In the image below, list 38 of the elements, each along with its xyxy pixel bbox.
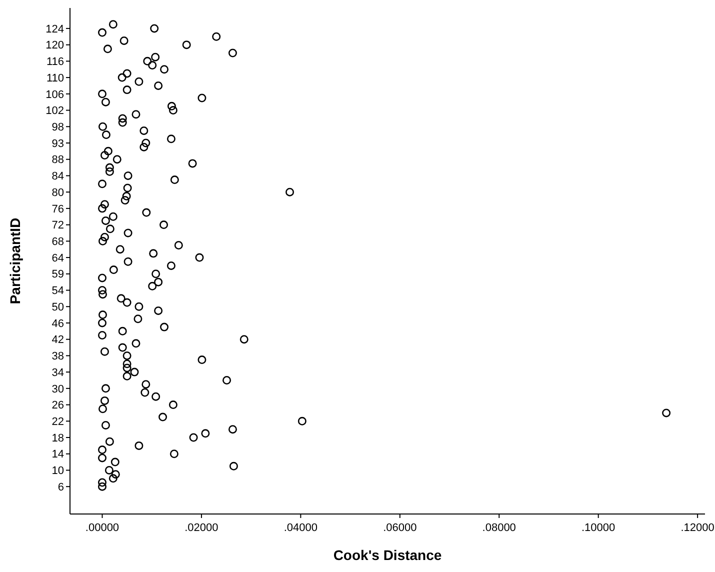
y-tick-label: 30: [52, 383, 64, 396]
y-tick-label: 54: [52, 285, 64, 298]
y-tick-label: 93: [52, 138, 64, 150]
x-tick-label: .08000: [482, 522, 516, 534]
y-tick-label: 26: [52, 400, 64, 412]
y-tick-label: 46: [52, 318, 64, 330]
y-tick-label: 34: [52, 366, 64, 379]
y-tick-label: 116: [46, 56, 64, 68]
y-tick-label: 84: [52, 170, 64, 183]
x-axis-title: Cook's Distance: [333, 547, 442, 563]
y-tick-label: 72: [52, 220, 64, 232]
y-tick-label: 76: [52, 203, 64, 216]
y-tick-label: 102: [46, 105, 64, 118]
x-tick-label: .04000: [284, 522, 318, 534]
x-tick-label: .06000: [383, 522, 417, 534]
y-tick-label: 64: [52, 252, 64, 264]
x-tick-label: .00000: [85, 522, 120, 534]
y-tick-label: 88: [52, 154, 64, 166]
y-tick-label: 124: [46, 23, 64, 36]
y-tick-label: 110: [46, 72, 64, 84]
y-tick-label: 18: [52, 432, 64, 444]
y-tick-label: 42: [52, 334, 64, 346]
x-tick-label: .10000: [582, 522, 616, 534]
y-tick-label: 14: [52, 448, 64, 461]
y-tick-label: 22: [52, 416, 64, 428]
y-tick-label: 38: [52, 350, 64, 363]
y-tick-label: 50: [52, 301, 64, 314]
x-tick-label: .02000: [184, 522, 218, 534]
y-tick-label: 6: [58, 481, 64, 494]
y-tick-label: 10: [52, 465, 64, 478]
y-tick-label: 80: [52, 186, 64, 199]
x-tick-label: .12000: [680, 522, 714, 534]
y-axis-title: ParticipantID: [7, 218, 23, 304]
y-tick-label: 120: [46, 40, 64, 52]
y-tick-label: 59: [52, 268, 64, 281]
y-tick-label: 106: [46, 88, 64, 101]
y-tick-label: 68: [52, 236, 64, 248]
y-tick-label: 98: [52, 121, 64, 134]
